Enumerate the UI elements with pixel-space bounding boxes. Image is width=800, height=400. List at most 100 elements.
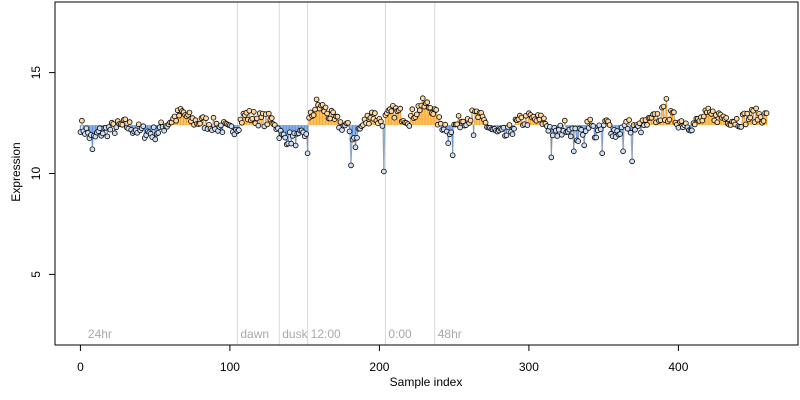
data-point bbox=[303, 131, 310, 137]
annotation-label: dawn bbox=[240, 327, 269, 341]
data-point bbox=[723, 115, 729, 121]
data-point bbox=[334, 113, 341, 120]
data-point bbox=[436, 114, 443, 120]
data-point bbox=[112, 130, 118, 137]
data-point bbox=[626, 117, 632, 123]
data-point bbox=[437, 120, 444, 127]
data-point bbox=[606, 122, 613, 128]
data-point bbox=[100, 130, 106, 137]
data-point bbox=[79, 117, 85, 124]
data-point bbox=[433, 107, 440, 113]
data-point bbox=[228, 123, 235, 129]
data-point bbox=[449, 152, 456, 159]
data-point bbox=[467, 117, 474, 124]
data-point bbox=[324, 110, 330, 117]
data-point bbox=[419, 95, 426, 101]
data-point bbox=[671, 109, 677, 115]
data-point bbox=[524, 122, 531, 128]
data-point bbox=[442, 121, 449, 128]
data-point bbox=[666, 116, 673, 123]
data-point bbox=[313, 96, 320, 103]
data-point bbox=[253, 115, 260, 122]
data-point bbox=[310, 112, 317, 118]
data-point bbox=[709, 108, 716, 115]
annotation-label: 12:00 bbox=[311, 327, 341, 341]
data-point bbox=[627, 129, 634, 136]
data-point bbox=[203, 115, 209, 122]
data-point bbox=[587, 116, 593, 123]
data-point bbox=[312, 106, 318, 113]
x-tick-label: 300 bbox=[519, 360, 539, 374]
data-point bbox=[381, 168, 387, 175]
data-point bbox=[158, 119, 164, 126]
data-point bbox=[186, 109, 193, 116]
data-point bbox=[104, 133, 111, 140]
data-point bbox=[413, 111, 420, 118]
data-point bbox=[554, 133, 561, 139]
y-axis: 5 10 15 bbox=[29, 66, 55, 278]
data-point bbox=[561, 117, 568, 124]
data-point bbox=[89, 146, 96, 153]
data-point bbox=[572, 125, 578, 132]
data-point bbox=[548, 154, 555, 161]
data-point bbox=[629, 158, 635, 165]
data-point bbox=[218, 122, 224, 129]
data-points bbox=[77, 95, 770, 175]
data-point bbox=[470, 132, 477, 139]
data-point bbox=[617, 131, 623, 137]
data-point bbox=[590, 123, 596, 129]
data-point bbox=[663, 96, 670, 102]
x-axis: 0 100 200 300 400 bbox=[77, 345, 689, 374]
data-point bbox=[689, 127, 695, 134]
data-point bbox=[397, 105, 404, 112]
data-point bbox=[541, 115, 547, 122]
data-point bbox=[500, 124, 507, 131]
data-point bbox=[352, 144, 359, 151]
data-point bbox=[379, 123, 386, 129]
data-point bbox=[678, 118, 685, 124]
annotation-label: 0:00 bbox=[388, 327, 412, 341]
x-tick-label: 0 bbox=[77, 360, 84, 374]
data-point bbox=[654, 111, 661, 117]
data-point bbox=[416, 107, 423, 114]
data-point bbox=[714, 119, 721, 126]
data-point bbox=[239, 120, 245, 126]
data-point bbox=[753, 105, 759, 112]
data-point bbox=[549, 132, 556, 139]
data-point bbox=[150, 124, 157, 130]
data-point bbox=[173, 118, 179, 124]
data-point bbox=[345, 120, 351, 126]
data-point bbox=[597, 126, 604, 133]
data-point bbox=[135, 121, 142, 128]
data-point bbox=[457, 124, 463, 131]
data-point bbox=[744, 110, 750, 117]
data-point bbox=[249, 116, 256, 122]
data-point bbox=[511, 125, 517, 132]
data-point bbox=[155, 130, 162, 136]
data-point bbox=[518, 114, 525, 121]
data-point bbox=[330, 109, 336, 116]
data-point bbox=[575, 138, 581, 145]
data-point bbox=[107, 126, 114, 133]
y-tick-label: 10 bbox=[29, 167, 43, 181]
data-point bbox=[251, 109, 257, 115]
plot-frame bbox=[54, 1, 799, 346]
data-point bbox=[255, 122, 262, 129]
data-point bbox=[322, 104, 329, 111]
data-point bbox=[506, 122, 513, 128]
data-point bbox=[327, 115, 333, 122]
data-point bbox=[579, 132, 586, 138]
data-point bbox=[747, 114, 753, 121]
data-point bbox=[354, 135, 360, 141]
data-point bbox=[264, 121, 271, 128]
data-point bbox=[733, 115, 740, 122]
data-point bbox=[292, 142, 299, 149]
data-point bbox=[445, 140, 452, 147]
data-point bbox=[620, 148, 626, 155]
data-point bbox=[276, 135, 283, 141]
data-point bbox=[578, 126, 584, 133]
data-point bbox=[660, 103, 667, 110]
data-point bbox=[644, 122, 650, 128]
annotation-label: 48hr bbox=[438, 327, 462, 341]
